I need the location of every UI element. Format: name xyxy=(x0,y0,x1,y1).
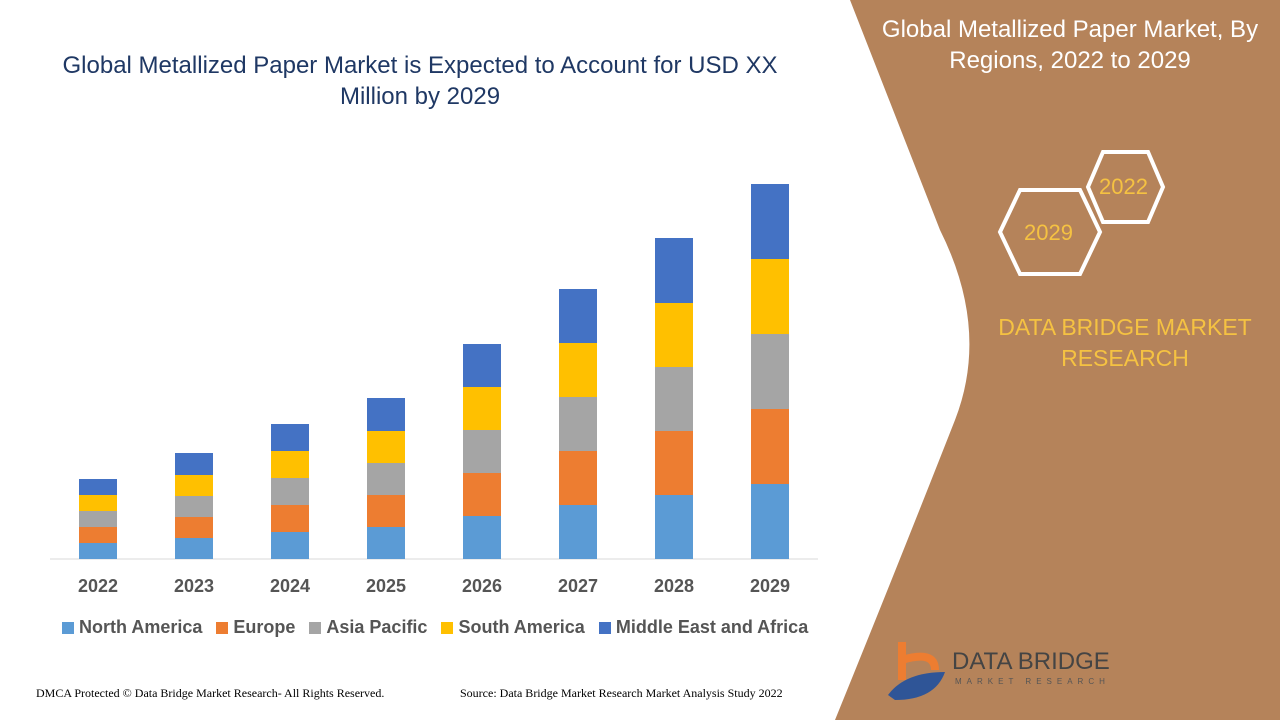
legend-swatch xyxy=(441,621,454,634)
bar-2024-europe xyxy=(271,505,309,532)
bar-2027-middle-east-and-africa xyxy=(559,289,597,343)
legend-item: North America xyxy=(62,617,202,638)
bar-2029-middle-east-and-africa xyxy=(751,184,789,259)
bar-2022-south-america xyxy=(79,495,117,511)
hexagon-2022 xyxy=(1085,150,1166,224)
bar-2029-europe xyxy=(751,409,789,484)
bar-2028-europe xyxy=(655,431,693,495)
bar-2022-asia-pacific xyxy=(79,511,117,527)
bar-2029-north-america xyxy=(751,484,789,559)
bar-2028-middle-east-and-africa xyxy=(655,238,693,303)
hexagon-2029 xyxy=(997,188,1103,276)
x-tick-label: 2026 xyxy=(462,576,502,596)
bar-2022-europe xyxy=(79,527,117,543)
legend-label: South America xyxy=(458,617,585,637)
x-tick-label: 2025 xyxy=(366,576,406,596)
chart-title: Global Metallized Paper Market is Expect… xyxy=(62,52,778,110)
bar-2025-south-america xyxy=(367,431,405,463)
legend-label: Middle East and Africa xyxy=(615,617,809,637)
bar-2023-middle-east-and-africa xyxy=(175,453,213,475)
bar-2024-south-america xyxy=(271,451,309,478)
bar-2025-asia-pacific xyxy=(367,463,405,495)
bar-2023-north-america xyxy=(175,538,213,559)
bar-2027-europe xyxy=(559,451,597,505)
legend-item: South America xyxy=(441,617,585,638)
legend-label: Europe xyxy=(233,617,296,637)
bar-2023-asia-pacific xyxy=(175,496,213,517)
bar-2027-south-america xyxy=(559,343,597,397)
bar-2026-north-america xyxy=(463,516,501,559)
panel-title: Global Metallized Paper Market, By Regio… xyxy=(881,16,1259,74)
bar-2026-europe xyxy=(463,473,501,516)
bar-2024-north-america xyxy=(271,532,309,559)
x-tick-label: 2028 xyxy=(654,576,694,596)
hex-label-2022: 2022 xyxy=(1099,174,1148,199)
bar-2025-europe xyxy=(367,495,405,527)
legend-swatch xyxy=(216,621,229,634)
legend-swatch xyxy=(598,621,611,634)
logo-text: DATA BRIDGE xyxy=(952,648,1110,675)
bar-2022-middle-east-and-africa xyxy=(79,479,117,495)
x-tick-label: 2027 xyxy=(558,576,598,596)
bar-2025-middle-east-and-africa xyxy=(367,398,405,431)
bar-2023-europe xyxy=(175,517,213,538)
bar-2029-asia-pacific xyxy=(751,334,789,409)
legend-item: Asia Pacific xyxy=(309,617,427,638)
footer-source: Source: Data Bridge Market Research Mark… xyxy=(460,686,783,700)
bar-2025-north-america xyxy=(367,527,405,559)
logo-icon xyxy=(888,642,945,700)
brand-text: DATA BRIDGE MARKET RESEARCH xyxy=(998,314,1252,371)
legend: North America Europe Asia Pacific South Ame… xyxy=(62,617,808,638)
bar-2027-north-america xyxy=(559,505,597,559)
x-tick-label: 2022 xyxy=(78,576,118,596)
hex-label-2029: 2029 xyxy=(1024,220,1073,245)
bar-2028-south-america xyxy=(655,303,693,367)
legend-item: Middle East and Africa xyxy=(598,617,809,638)
side-panel xyxy=(835,0,1280,720)
bar-2028-asia-pacific xyxy=(655,367,693,431)
bar-2024-middle-east-and-africa xyxy=(271,424,309,451)
legend-label: Asia Pacific xyxy=(326,617,428,637)
bar-2023-south-america xyxy=(175,475,213,496)
bar-2027-asia-pacific xyxy=(559,397,597,451)
legend-swatch xyxy=(309,621,322,634)
legend-swatch xyxy=(62,621,74,634)
bar-2026-south-america xyxy=(463,387,501,430)
logo-subtext: MARKET RESEARCH xyxy=(955,677,1110,686)
bar-2022-north-america xyxy=(79,543,117,559)
bar-2024-asia-pacific xyxy=(271,478,309,505)
bar-2026-middle-east-and-africa xyxy=(463,344,501,387)
legend-label: North America xyxy=(79,617,203,637)
legend-item: Europe xyxy=(216,617,295,638)
x-tick-label: 2029 xyxy=(750,576,790,596)
bar-2026-asia-pacific xyxy=(463,430,501,473)
x-tick-label: 2024 xyxy=(270,576,310,596)
x-tick-label: 2023 xyxy=(174,576,214,596)
footer-copyright: DMCA Protected © Data Bridge Market Rese… xyxy=(36,686,385,700)
bar-2028-north-america xyxy=(655,495,693,559)
bar-2029-south-america xyxy=(751,259,789,334)
